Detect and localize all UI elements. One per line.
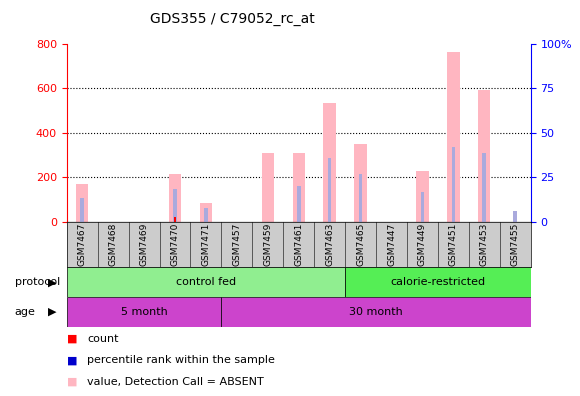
Text: GSM7470: GSM7470 <box>171 223 179 266</box>
Bar <box>416 171 429 222</box>
Text: GSM7459: GSM7459 <box>263 223 272 266</box>
Bar <box>345 267 531 297</box>
Bar <box>328 158 332 222</box>
Bar <box>80 198 84 222</box>
Text: GSM7461: GSM7461 <box>294 223 303 266</box>
Bar <box>478 90 491 222</box>
Text: 30 month: 30 month <box>349 307 403 317</box>
Bar <box>513 211 517 222</box>
Text: 5 month: 5 month <box>121 307 168 317</box>
Bar <box>324 103 336 222</box>
Bar <box>262 153 274 222</box>
Text: GSM7467: GSM7467 <box>78 223 86 266</box>
Text: percentile rank within the sample: percentile rank within the sample <box>87 355 275 366</box>
Bar <box>169 174 181 222</box>
Bar <box>67 297 222 327</box>
Text: control fed: control fed <box>176 277 236 287</box>
Bar <box>174 217 176 222</box>
Text: GSM7463: GSM7463 <box>325 223 334 266</box>
Text: ▶: ▶ <box>48 277 56 287</box>
Text: GSM7449: GSM7449 <box>418 223 427 266</box>
Bar <box>451 147 455 222</box>
Text: count: count <box>87 333 118 344</box>
Bar <box>76 184 88 222</box>
Text: ■: ■ <box>67 333 77 344</box>
Text: GSM7455: GSM7455 <box>511 223 520 266</box>
Text: GSM7471: GSM7471 <box>201 223 211 266</box>
Text: GSM7465: GSM7465 <box>356 223 365 266</box>
Bar <box>358 174 362 222</box>
Text: ▶: ▶ <box>48 307 56 317</box>
Text: protocol: protocol <box>14 277 60 287</box>
Bar <box>483 153 486 222</box>
Bar <box>292 153 305 222</box>
Text: value, Detection Call = ABSENT: value, Detection Call = ABSENT <box>87 377 264 387</box>
Bar <box>200 203 212 222</box>
Bar <box>420 192 425 222</box>
Text: ■: ■ <box>67 355 77 366</box>
Text: GSM7468: GSM7468 <box>108 223 118 266</box>
Bar <box>204 208 208 222</box>
Bar <box>354 144 367 222</box>
Text: GSM7469: GSM7469 <box>140 223 148 266</box>
Text: calorie-restricted: calorie-restricted <box>390 277 485 287</box>
Text: age: age <box>14 307 35 317</box>
Text: GSM7453: GSM7453 <box>480 223 489 266</box>
Bar <box>222 297 531 327</box>
Bar <box>447 52 459 222</box>
Bar <box>67 267 345 297</box>
Text: ■: ■ <box>67 377 77 387</box>
Text: GSM7451: GSM7451 <box>449 223 458 266</box>
Text: GSM7447: GSM7447 <box>387 223 396 266</box>
Text: GSM7457: GSM7457 <box>233 223 241 266</box>
Text: GDS355 / C79052_rc_at: GDS355 / C79052_rc_at <box>150 12 314 26</box>
Bar <box>297 186 300 222</box>
Bar <box>173 189 177 222</box>
